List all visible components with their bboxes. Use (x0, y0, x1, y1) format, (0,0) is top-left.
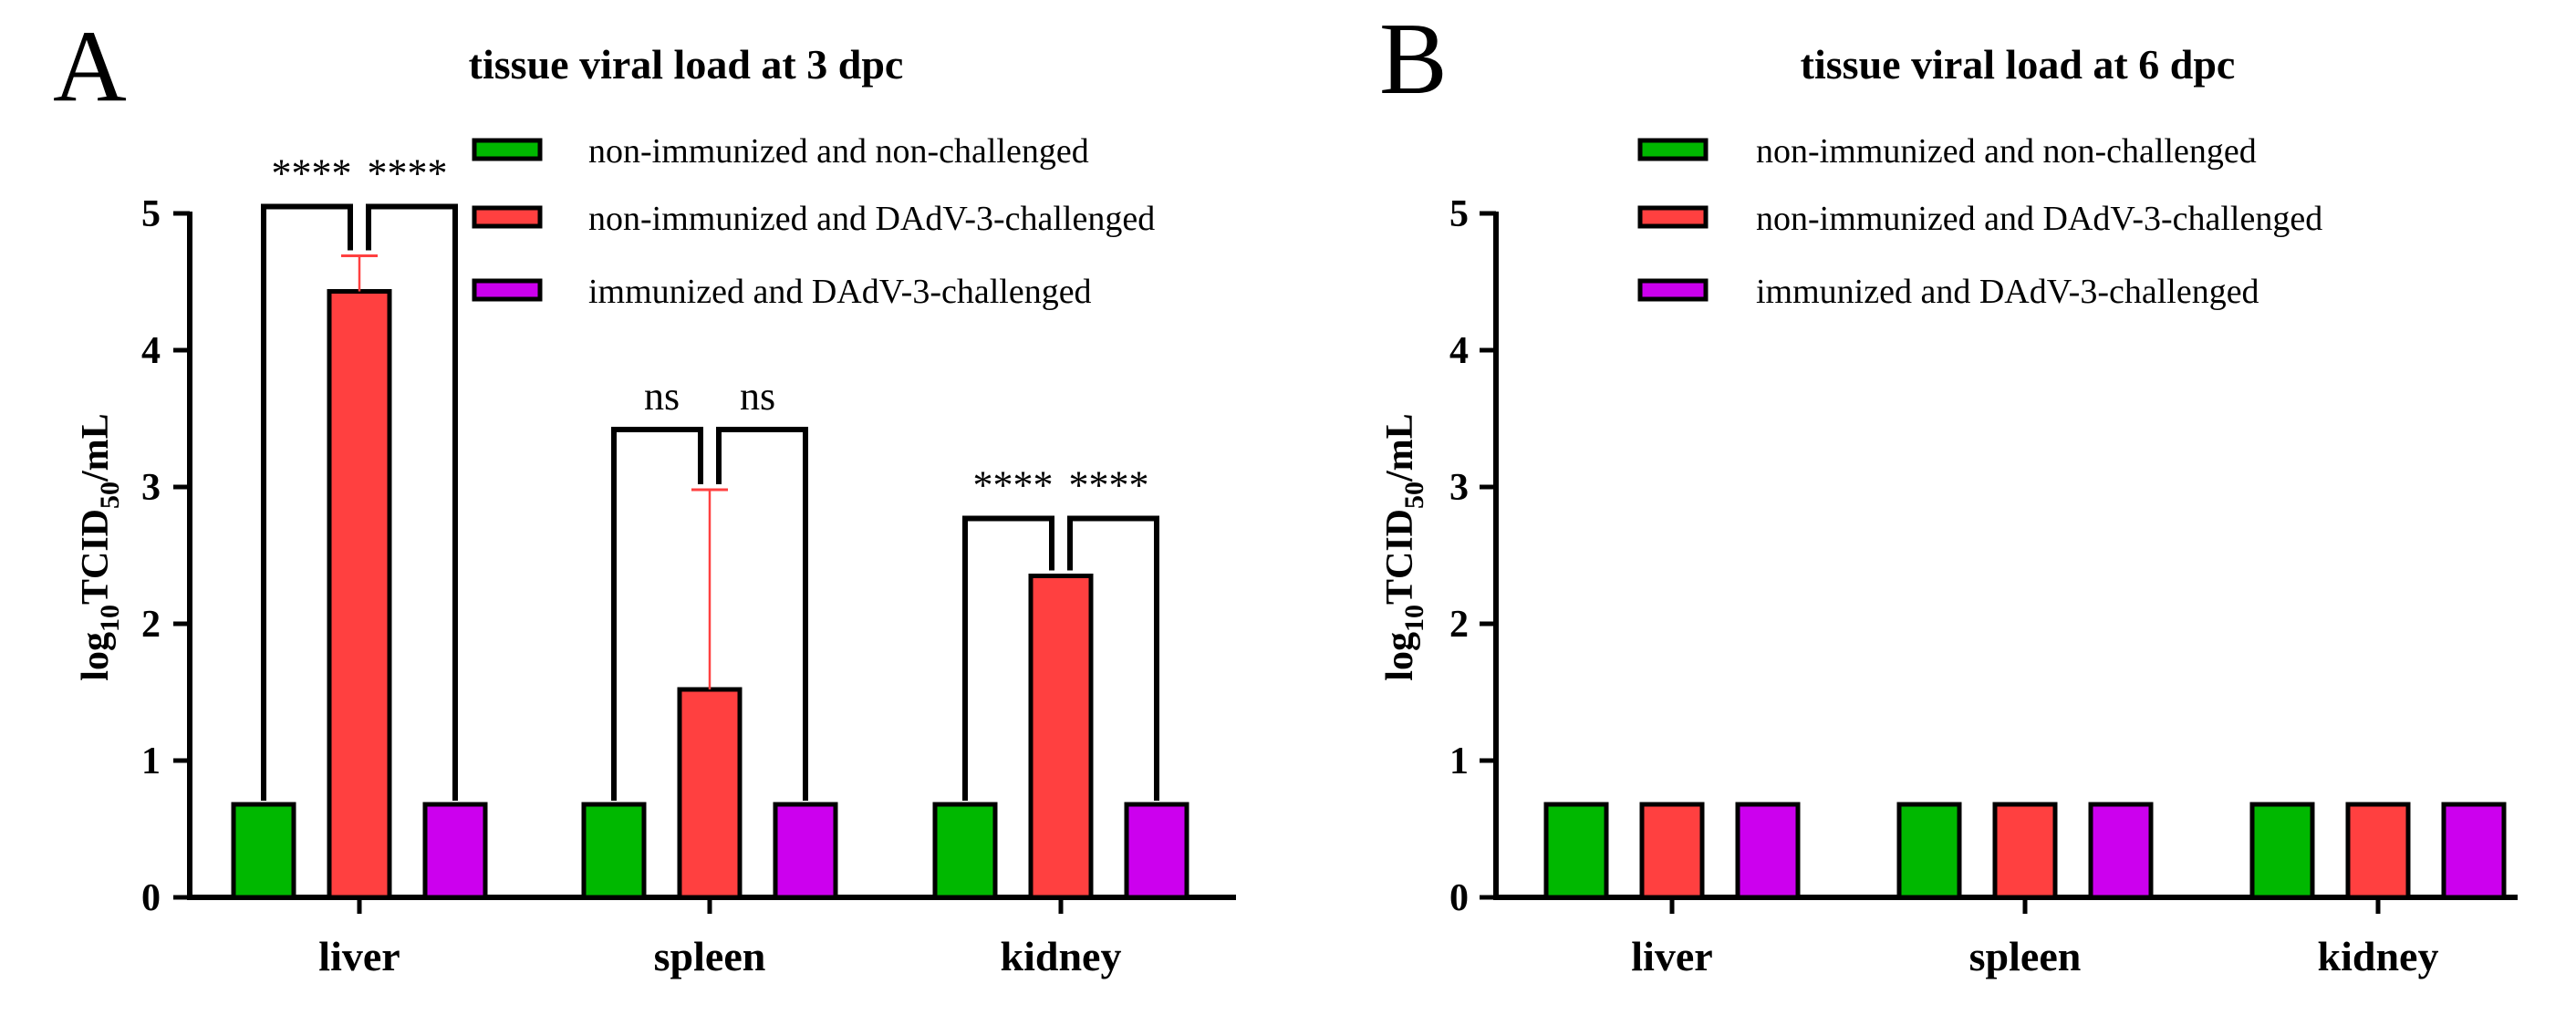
y-axis-label-prefix: log (75, 632, 117, 681)
significance-bracket-right-spleen (716, 427, 808, 801)
bar-liver-series-2 (327, 289, 392, 900)
y-axis-label-suffix: /mL (1379, 413, 1421, 482)
x-tick-label-spleen: spleen (654, 933, 766, 979)
y-tick-label: 1 (1449, 741, 1469, 782)
y-axis-label-sub2: 50 (1399, 482, 1429, 509)
y-axis-label-sub1: 10 (95, 605, 125, 632)
y-tick-label: 1 (141, 741, 161, 782)
y-tick-label: 4 (141, 330, 161, 372)
bar-kidney-series-2 (2345, 802, 2411, 900)
legend-swatch-3 (472, 278, 543, 302)
bar-kidney-series-1 (932, 802, 998, 900)
legend-swatch-2 (1637, 205, 1709, 229)
bar-spleen-series-1 (1896, 802, 1962, 900)
legend-swatch-1 (1637, 138, 1709, 161)
y-axis-label-suffix: /mL (75, 413, 117, 482)
bar-spleen-series-1 (581, 802, 647, 900)
bar-kidney-series-1 (2249, 802, 2315, 900)
y-axis-label-sub2: 50 (95, 482, 125, 509)
significance-label-left-liver: **** (272, 151, 352, 196)
x-tick-label-liver: liver (318, 933, 400, 979)
bar-liver-series-1 (231, 802, 296, 900)
y-axis-label-prefix: log (1379, 632, 1421, 681)
significance-label-right-liver: **** (368, 151, 448, 196)
bar-kidney-series-2 (1028, 574, 1094, 900)
y-tick-label: 2 (141, 604, 161, 646)
legend-label-3: immunized and DAdV-3-challenged (1756, 273, 2259, 311)
bar-liver-series-3 (1735, 802, 1801, 900)
x-tick-label-spleen: spleen (1969, 933, 2082, 979)
x-tick-label-kidney: kidney (1001, 933, 1122, 979)
legend-label-2: non-immunized and DAdV-3-challenged (1756, 200, 2322, 238)
y-tick-label: 2 (1449, 604, 1469, 646)
legend-label-1: non-immunized and non-challenged (1756, 132, 2257, 171)
y-axis-label-sub1: 10 (1399, 605, 1429, 632)
panel-letter: B (1379, 3, 1448, 116)
significance-bracket-left-liver (261, 203, 353, 801)
chart-title: tissue viral load at 3 dpc (469, 41, 904, 88)
chart-title: tissue viral load at 6 dpc (1801, 41, 2236, 88)
bar-spleen-series-2 (1992, 802, 2058, 900)
bar-liver-series-1 (1543, 802, 1609, 900)
y-tick-label: 3 (141, 467, 161, 509)
legend-swatch-2 (472, 205, 543, 229)
significance-bracket-right-liver (366, 203, 458, 801)
x-tick-label-liver: liver (1631, 933, 1712, 979)
bar-spleen-series-2 (677, 687, 743, 900)
y-tick-label: 5 (141, 193, 161, 235)
panel-letter: A (53, 10, 127, 123)
y-tick-label: 0 (141, 877, 161, 919)
significance-label-left-spleen: ns (644, 374, 680, 419)
y-axis-label: log10TCID50/mL (75, 413, 125, 680)
y-tick-label: 0 (1449, 877, 1469, 919)
y-tick-label: 5 (1449, 193, 1469, 235)
x-tick-label-kidney: kidney (2318, 933, 2439, 979)
y-axis-label-mid: TCID (1379, 509, 1421, 605)
y-axis-label-mid: TCID (75, 509, 117, 605)
y-tick-label: 4 (1449, 330, 1469, 372)
significance-bracket-left-spleen (611, 427, 703, 801)
bar-liver-series-2 (1639, 802, 1705, 900)
bar-kidney-series-3 (2441, 802, 2507, 900)
bar-spleen-series-3 (2088, 802, 2154, 900)
legend-label-2: non-immunized and DAdV-3-challenged (588, 200, 1155, 238)
bar-kidney-series-3 (1124, 802, 1189, 900)
legend-swatch-3 (1637, 278, 1709, 302)
significance-label-right-spleen: ns (740, 374, 775, 419)
legend-label-3: immunized and DAdV-3-challenged (588, 273, 1092, 311)
significance-bracket-left-kidney (962, 515, 1054, 801)
legend-label-1: non-immunized and non-challenged (588, 132, 1089, 171)
legend-swatch-1 (472, 138, 543, 161)
significance-label-left-kidney: **** (973, 463, 1054, 508)
y-tick-label: 3 (1449, 467, 1469, 509)
bar-liver-series-3 (422, 802, 488, 900)
bar-spleen-series-3 (773, 802, 838, 900)
significance-label-right-kidney: **** (1069, 463, 1149, 508)
y-axis-label: log10TCID50/mL (1379, 413, 1429, 680)
significance-bracket-right-kidney (1067, 515, 1159, 801)
